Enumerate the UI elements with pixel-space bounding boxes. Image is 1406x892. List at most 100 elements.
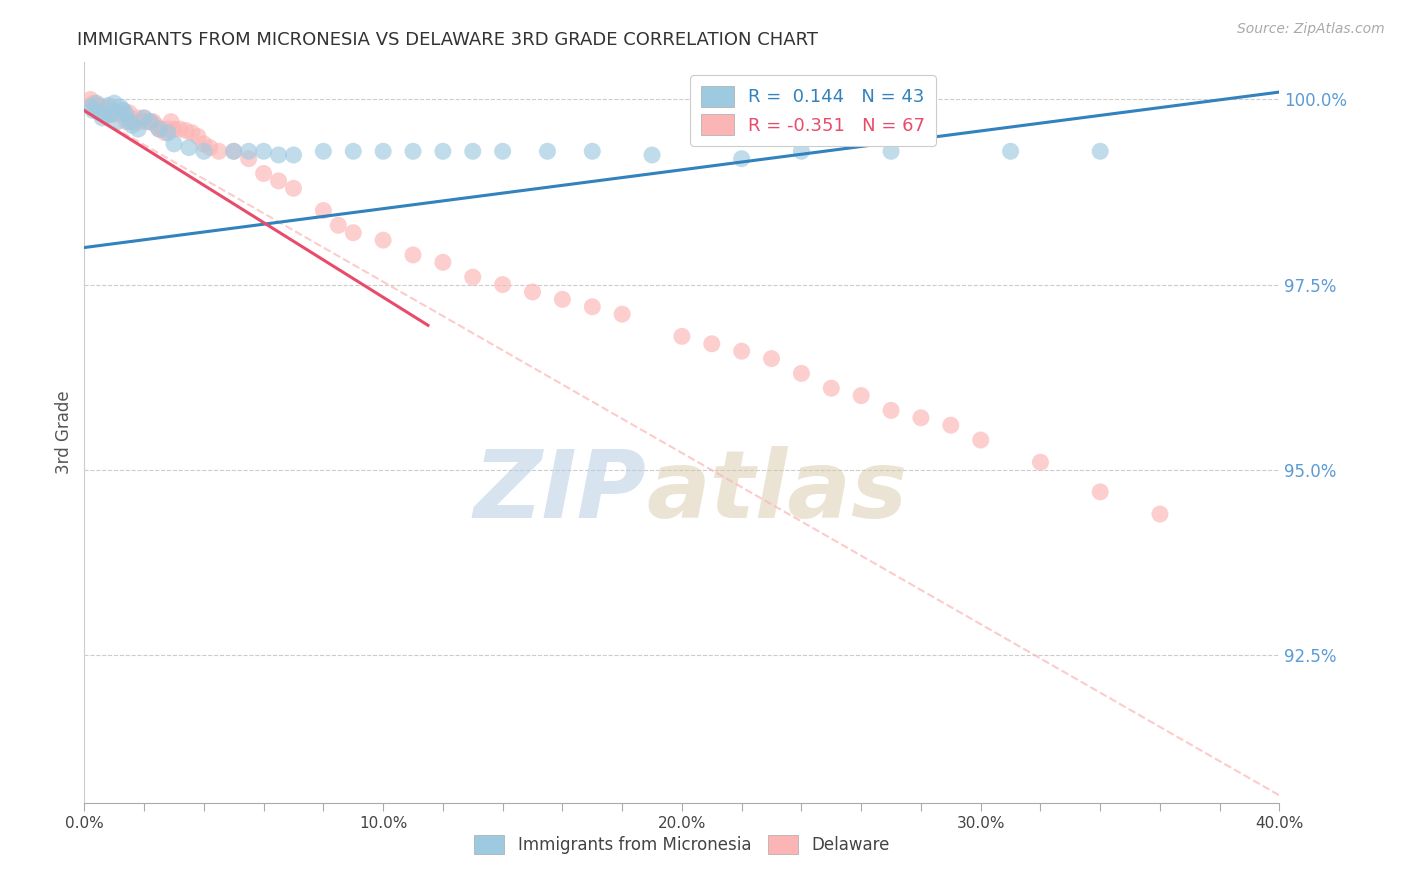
Point	[193, 136, 215, 151]
Point	[145, 119, 167, 133]
Point	[671, 329, 693, 343]
Point	[169, 122, 191, 136]
Point	[94, 103, 117, 118]
Point	[536, 145, 558, 159]
Point	[139, 114, 162, 128]
Point	[820, 381, 842, 395]
Point	[89, 105, 111, 120]
Point	[150, 122, 173, 136]
Point	[432, 255, 454, 269]
Point	[118, 105, 141, 120]
Text: ZIP: ZIP	[474, 446, 647, 538]
Point	[89, 98, 111, 112]
Point	[283, 181, 305, 195]
Point	[522, 285, 544, 299]
Point	[641, 148, 664, 162]
Point	[432, 145, 454, 159]
Point	[910, 410, 932, 425]
Point	[267, 148, 290, 162]
Point	[160, 114, 183, 128]
Point	[100, 107, 122, 121]
Point	[110, 105, 132, 120]
Point	[157, 122, 180, 136]
Point	[373, 145, 395, 159]
Point	[492, 277, 515, 292]
Point	[1029, 455, 1052, 469]
Point	[851, 388, 873, 402]
Point	[105, 114, 128, 128]
Point	[238, 145, 260, 159]
Point	[790, 367, 813, 381]
Point	[373, 233, 395, 247]
Point	[222, 145, 245, 159]
Point	[461, 270, 484, 285]
Point	[91, 111, 114, 125]
Point	[148, 122, 170, 136]
Point	[82, 103, 104, 118]
Point	[790, 145, 813, 159]
Point	[342, 145, 364, 159]
Point	[121, 114, 143, 128]
Point	[581, 145, 603, 159]
Point	[402, 145, 425, 159]
Point	[115, 107, 138, 121]
Point	[312, 203, 335, 218]
Point	[402, 248, 425, 262]
Point	[761, 351, 783, 366]
Point	[103, 96, 125, 111]
Text: IMMIGRANTS FROM MICRONESIA VS DELAWARE 3RD GRADE CORRELATION CHART: IMMIGRANTS FROM MICRONESIA VS DELAWARE 3…	[77, 31, 818, 49]
Point	[177, 140, 200, 154]
Point	[124, 114, 146, 128]
Point	[174, 123, 197, 137]
Point	[970, 433, 993, 447]
Point	[91, 101, 114, 115]
Point	[100, 107, 122, 121]
Point	[253, 166, 276, 180]
Point	[187, 129, 209, 144]
Point	[132, 111, 156, 125]
Point	[94, 109, 117, 123]
Point	[79, 100, 101, 114]
Point	[1090, 145, 1112, 159]
Point	[198, 140, 221, 154]
Point	[551, 293, 574, 307]
Point	[731, 344, 754, 359]
Point	[700, 336, 723, 351]
Point	[193, 145, 215, 159]
Point	[238, 152, 260, 166]
Point	[1000, 145, 1022, 159]
Point	[880, 403, 903, 417]
Point	[612, 307, 634, 321]
Point	[118, 114, 141, 128]
Point	[132, 111, 156, 125]
Point	[267, 174, 290, 188]
Text: Source: ZipAtlas.com: Source: ZipAtlas.com	[1237, 22, 1385, 37]
Point	[880, 145, 903, 159]
Point	[115, 114, 138, 128]
Point	[581, 300, 603, 314]
Point	[110, 100, 132, 114]
Point	[283, 148, 305, 162]
Point	[127, 122, 149, 136]
Point	[105, 107, 128, 121]
Point	[253, 145, 276, 159]
Point	[163, 136, 186, 151]
Point	[97, 100, 120, 114]
Point	[181, 126, 204, 140]
Point	[1149, 507, 1171, 521]
Point	[97, 98, 120, 112]
Point	[328, 219, 350, 233]
Legend: Immigrants from Micronesia, Delaware: Immigrants from Micronesia, Delaware	[468, 829, 896, 861]
Point	[461, 145, 484, 159]
Point	[939, 418, 962, 433]
Point	[136, 114, 159, 128]
Point	[86, 96, 108, 111]
Point	[163, 122, 186, 136]
Point	[127, 111, 149, 125]
Point	[157, 126, 180, 140]
Point	[129, 114, 152, 128]
Point	[103, 103, 125, 118]
Point	[153, 126, 176, 140]
Point	[312, 145, 335, 159]
Point	[79, 92, 101, 106]
